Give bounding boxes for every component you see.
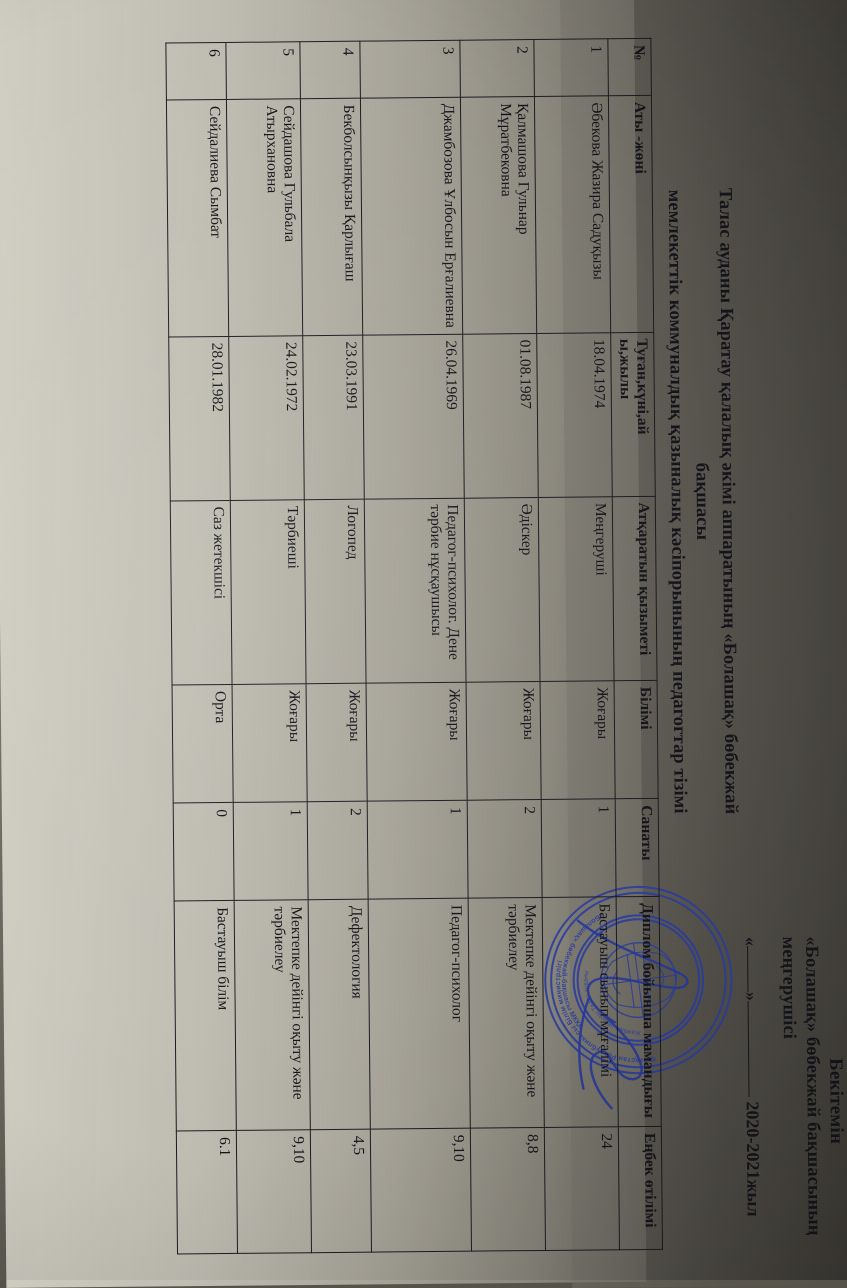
col-header-position: Атқаратын қызыметі (612, 496, 657, 681)
cell-experience: 6.1 (176, 1130, 237, 1254)
cell-birthdate: 01.08.1987 (463, 333, 539, 498)
cell-category: 2 (307, 801, 368, 899)
cell-birthdate: 28.01.1982 (169, 336, 231, 500)
cell-diploma: Бастауыш сынып мұғалімі (542, 897, 618, 1128)
approval-date-line: « » 2020-2021жыл (739, 937, 764, 1267)
cell-birthdate: 23.03.1991 (303, 335, 365, 499)
table-row: 3 Джамбозова Ұлбосын Ерғалиевна 26.04.19… (360, 40, 472, 1252)
cell-name: Бекболсынқызы Қарлығаш (301, 98, 363, 335)
cell-no: 6 (166, 42, 227, 99)
col-header-diploma: Диплом бойынша мамандығы (616, 896, 661, 1126)
approval-role-line: меңгерушісі (777, 937, 803, 1267)
cell-no: 3 (360, 40, 461, 98)
cell-education: Жоғары (540, 681, 615, 800)
cell-position: Әдіскер (464, 497, 540, 682)
cell-position: Меңгеруші (538, 496, 614, 681)
cell-name: Сейдалиева Сымбат (167, 99, 229, 336)
cell-position: Педагог-психолог. Дене тәрбие нұсқаушысы (364, 498, 466, 683)
cell-experience: 4,5 (310, 1129, 371, 1253)
page-title: Талас ауданы Қаратау қалалық әкімі аппар… (660, 151, 743, 852)
pedagogues-table: № Аты -жөні Туған,күні,ай ы,жылы Атқарат… (165, 38, 663, 1255)
col-header-birthdate: Туған,күні,ай ы,жылы (611, 332, 655, 496)
approval-org-line: «Болашақ» бөбекжай бақшасының (799, 936, 825, 1266)
approval-block: Бекітемін «Болашақ» бөбекжай бақшасының … (739, 936, 847, 1267)
approval-title: Бекітемін (823, 936, 847, 1266)
table-row: 5 Сейдашова Гульбала Атырхановна 24.02.1… (226, 42, 312, 1254)
cell-name: Әбекова Жазира Садуқызы (535, 96, 611, 333)
cell-no: 4 (300, 41, 361, 98)
date-month-blank (747, 1001, 749, 1097)
col-header-education: Білімі (614, 680, 658, 799)
cell-experience: 24 (544, 1127, 619, 1251)
cell-category: 2 (467, 800, 542, 899)
cell-no: 2 (460, 40, 535, 98)
cell-education: Жоғары (306, 683, 367, 802)
cell-diploma: Бастауыш білім (174, 901, 236, 1131)
cell-position: Логопед (304, 499, 366, 684)
cell-education: Жоғары (466, 681, 541, 800)
cell-position: Саз жетекшісі (170, 500, 232, 685)
cell-category: 0 (173, 803, 234, 901)
cell-education: Жоғары (232, 684, 307, 803)
date-quote-close: » (741, 992, 761, 1001)
table-row: 4 Бекболсынқызы Қарлығаш 23.03.1991 Лого… (300, 41, 372, 1253)
table-row: 1 Әбекова Жазира Садуқызы 18.04.1974 Мең… (534, 39, 620, 1251)
cell-no: 1 (534, 39, 609, 97)
cell-name: Джамбозова Ұлбосын Ерғалиевна (361, 97, 463, 335)
cell-name: Сейдашова Гульбала Атырхановна (227, 99, 303, 336)
col-header-category: Санаты (615, 799, 659, 897)
col-header-name: Аты -жөні (609, 95, 654, 332)
table-row: 6 Сейдалиева Сымбат 28.01.1982 Саз жетек… (166, 42, 238, 1254)
col-header-experience: Еңбек өтілімі (618, 1126, 662, 1249)
date-day-blank (747, 946, 748, 992)
date-quote-open: « (741, 937, 761, 946)
cell-diploma: Педагог-психолог (368, 898, 470, 1129)
cell-no: 5 (226, 42, 301, 100)
table-row: 2 Қалмашова Гульнар Мұратбековна 01.08.1… (460, 40, 546, 1252)
cell-name: Қалмашова Гульнар Мұратбековна (461, 96, 537, 333)
cell-education: Орта (172, 684, 233, 803)
cell-education: Жоғары (366, 682, 467, 801)
cell-birthdate: 26.04.1969 (363, 334, 465, 499)
cell-experience: 8,8 (470, 1128, 545, 1252)
cell-category: 1 (367, 800, 468, 899)
cell-diploma: Дефектология (308, 899, 370, 1129)
approval-year: 2020-2021жыл (742, 1101, 763, 1216)
cell-experience: 9,10 (370, 1128, 471, 1252)
cell-position: Тәрбиеші (230, 499, 306, 684)
page-title-line1: Талас ауданы Қаратау қалалық әкімі аппар… (685, 151, 743, 851)
cell-diploma: Мектепке дейінгі оқыту және тәрбиелеу (468, 898, 544, 1129)
cell-birthdate: 24.02.1972 (229, 335, 305, 500)
cell-category: 1 (541, 799, 616, 898)
cell-birthdate: 18.04.1974 (537, 332, 613, 497)
cell-experience: 9,10 (236, 1130, 311, 1254)
col-header-no: № (608, 38, 651, 95)
cell-diploma: Мектепке дейінгі оқыту және тәрбиелеу (234, 900, 310, 1131)
cell-category: 1 (233, 802, 308, 901)
